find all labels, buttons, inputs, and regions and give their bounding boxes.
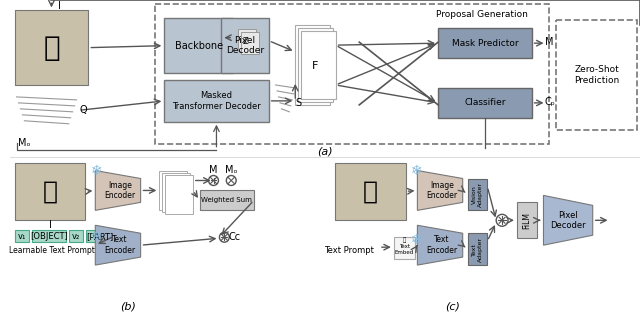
- FancyBboxPatch shape: [32, 230, 66, 242]
- FancyBboxPatch shape: [164, 18, 233, 73]
- Text: Proposal Generation: Proposal Generation: [436, 10, 529, 19]
- FancyBboxPatch shape: [394, 237, 415, 259]
- FancyBboxPatch shape: [86, 230, 114, 242]
- Text: Mₒ: Mₒ: [225, 165, 237, 175]
- Text: Vision
Adapter: Vision Adapter: [472, 182, 483, 207]
- Text: 🐑: 🐑: [42, 179, 58, 203]
- FancyBboxPatch shape: [163, 172, 190, 212]
- Polygon shape: [95, 171, 141, 210]
- FancyBboxPatch shape: [438, 88, 532, 118]
- Text: I: I: [58, 1, 61, 11]
- Text: v₂: v₂: [72, 232, 80, 241]
- Text: Masked
Transformer Decoder: Masked Transformer Decoder: [172, 91, 261, 110]
- Text: Pixel
Decoder: Pixel Decoder: [226, 36, 264, 55]
- Text: v₁: v₁: [18, 232, 26, 241]
- FancyBboxPatch shape: [15, 230, 29, 242]
- Text: (b): (b): [120, 302, 136, 312]
- FancyBboxPatch shape: [15, 162, 86, 220]
- FancyBboxPatch shape: [517, 203, 536, 238]
- FancyBboxPatch shape: [200, 190, 254, 210]
- Text: Text
Encoder: Text Encoder: [426, 235, 458, 255]
- Text: Cᴄ: Cᴄ: [228, 232, 240, 242]
- Text: Classifier: Classifier: [464, 98, 506, 107]
- FancyBboxPatch shape: [235, 26, 253, 48]
- Text: (a): (a): [317, 146, 333, 156]
- FancyBboxPatch shape: [164, 80, 269, 122]
- FancyBboxPatch shape: [335, 162, 406, 220]
- Text: I: I: [49, 220, 51, 230]
- FancyBboxPatch shape: [301, 31, 335, 99]
- Polygon shape: [417, 225, 463, 265]
- Text: Text
Adapter: Text Adapter: [472, 237, 483, 262]
- Text: ❄: ❄: [90, 230, 102, 244]
- Polygon shape: [417, 171, 463, 210]
- FancyBboxPatch shape: [241, 32, 259, 54]
- Text: Text Prompt: Text Prompt: [324, 246, 374, 255]
- FancyBboxPatch shape: [221, 18, 269, 73]
- FancyBboxPatch shape: [238, 29, 256, 51]
- Text: 🐑: 🐑: [363, 179, 378, 203]
- Text: Text
Encoder: Text Encoder: [104, 235, 136, 255]
- Text: FiLM: FiLM: [522, 212, 531, 229]
- Text: Weighted Sum: Weighted Sum: [202, 198, 252, 203]
- FancyBboxPatch shape: [68, 230, 83, 242]
- Polygon shape: [95, 225, 141, 265]
- Text: F: F: [312, 61, 319, 71]
- FancyBboxPatch shape: [295, 25, 330, 105]
- FancyBboxPatch shape: [165, 175, 193, 214]
- Text: Mask Predictor: Mask Predictor: [452, 39, 518, 48]
- Text: Pixel
Decoder: Pixel Decoder: [550, 211, 586, 230]
- Text: [OBJECT]: [OBJECT]: [30, 232, 68, 241]
- FancyBboxPatch shape: [298, 28, 333, 102]
- Text: Learnable Text Prompt: Learnable Text Prompt: [9, 246, 95, 255]
- Text: Cₚ: Cₚ: [545, 97, 556, 107]
- Text: Q: Q: [79, 105, 87, 115]
- Text: 🔥
Text
Embed: 🔥 Text Embed: [395, 238, 414, 255]
- Text: ❄: ❄: [90, 164, 102, 177]
- Polygon shape: [543, 195, 593, 245]
- FancyBboxPatch shape: [159, 171, 187, 210]
- Text: Mₒ: Mₒ: [18, 138, 31, 148]
- Text: S: S: [295, 98, 301, 108]
- Text: Backbone: Backbone: [175, 41, 223, 51]
- FancyBboxPatch shape: [438, 28, 532, 58]
- Text: M: M: [545, 37, 554, 47]
- Text: 🐑: 🐑: [43, 34, 60, 62]
- Text: Zero-Shot
Prediction: Zero-Shot Prediction: [574, 65, 620, 85]
- FancyBboxPatch shape: [15, 10, 88, 85]
- Text: (c): (c): [445, 302, 460, 312]
- Text: ❄: ❄: [411, 233, 422, 247]
- Text: M: M: [209, 165, 218, 175]
- Text: Z: Z: [242, 37, 248, 46]
- Text: Image
Encoder: Image Encoder: [104, 181, 136, 200]
- FancyBboxPatch shape: [468, 178, 487, 210]
- Text: [PART]: [PART]: [86, 232, 114, 241]
- Text: ❄: ❄: [411, 164, 422, 177]
- FancyBboxPatch shape: [468, 233, 487, 265]
- Text: Image
Encoder: Image Encoder: [426, 181, 458, 200]
